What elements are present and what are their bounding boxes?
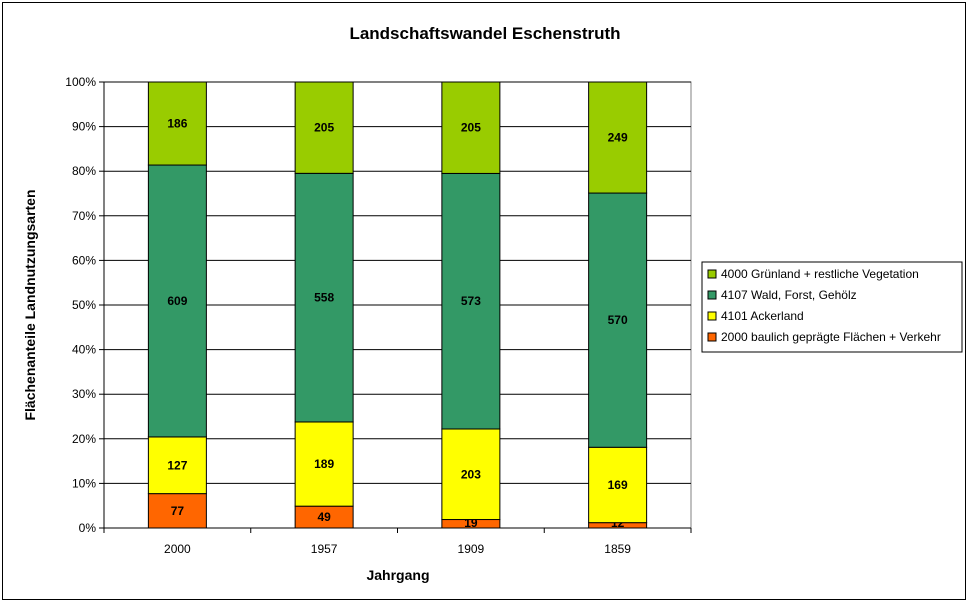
plot-area: 0% 10% 20% 30% 40% 50% 60% 70% 80% 90% 100% 77 127 60… bbox=[65, 75, 692, 556]
bar-segment bbox=[294, 421, 354, 507]
legend: 4000 Grünland + restliche Vegetation 4107… bbox=[701, 261, 963, 353]
x-axis-title: Jahrgang bbox=[366, 567, 429, 583]
data-label: 203 bbox=[461, 467, 481, 481]
data-label: 558 bbox=[314, 291, 334, 305]
y-tick-label: 90% bbox=[72, 120, 96, 134]
y-tick-label: 10% bbox=[72, 476, 96, 490]
x-tick-label: 1859 bbox=[604, 542, 631, 556]
bar-segment bbox=[441, 81, 501, 174]
bar-segment bbox=[588, 192, 648, 448]
y-tick-label: 60% bbox=[72, 253, 96, 267]
y-axis-title: Flächenanteile Landnutzungsarten bbox=[22, 189, 38, 420]
bar-segment bbox=[588, 81, 648, 194]
legend-label: 2000 baulich geprägte Flächen + Verkehr bbox=[721, 330, 941, 344]
data-label: 609 bbox=[167, 294, 187, 308]
legend-swatch bbox=[707, 269, 717, 279]
y-tick-label: 30% bbox=[72, 387, 96, 401]
bar-segment bbox=[294, 172, 354, 423]
data-label: 205 bbox=[314, 121, 334, 135]
y-tick-label: 50% bbox=[72, 298, 96, 312]
y-tick-label: 0% bbox=[79, 521, 97, 535]
data-label: 205 bbox=[461, 121, 481, 135]
bar-segment bbox=[147, 164, 207, 438]
bar-segment bbox=[588, 446, 648, 524]
data-label: 573 bbox=[461, 294, 481, 308]
x-tick-label: 1957 bbox=[311, 542, 338, 556]
data-label: 127 bbox=[167, 458, 187, 472]
y-tick-label: 80% bbox=[72, 164, 96, 178]
y-tick-label: 20% bbox=[72, 432, 96, 446]
legend-swatch bbox=[707, 290, 717, 300]
x-tick-label: 2000 bbox=[164, 542, 191, 556]
data-label: 77 bbox=[171, 504, 185, 518]
legend-label: 4101 Ackerland bbox=[721, 309, 804, 323]
legend-box bbox=[701, 261, 963, 353]
chart-title: Landschaftswandel Eschenstruth bbox=[349, 24, 620, 43]
y-tick-label: 100% bbox=[65, 75, 96, 89]
data-label: 189 bbox=[314, 457, 334, 471]
legend-label: 4000 Grünland + restliche Vegetation bbox=[721, 267, 919, 281]
legend-swatch bbox=[707, 332, 717, 342]
legend-swatch bbox=[707, 311, 717, 321]
data-label: 186 bbox=[167, 117, 187, 131]
bar-segment bbox=[147, 81, 207, 166]
data-label: 249 bbox=[608, 131, 628, 145]
legend-label: 4107 Wald, Forst, Gehölz bbox=[721, 288, 857, 302]
data-label: 570 bbox=[608, 313, 628, 327]
x-tick-label: 1909 bbox=[458, 542, 485, 556]
y-tick-label: 70% bbox=[72, 209, 96, 223]
data-label: 169 bbox=[608, 478, 628, 492]
y-tick-label: 40% bbox=[72, 343, 96, 357]
bar-segment bbox=[294, 81, 354, 174]
data-label: 49 bbox=[317, 510, 331, 524]
